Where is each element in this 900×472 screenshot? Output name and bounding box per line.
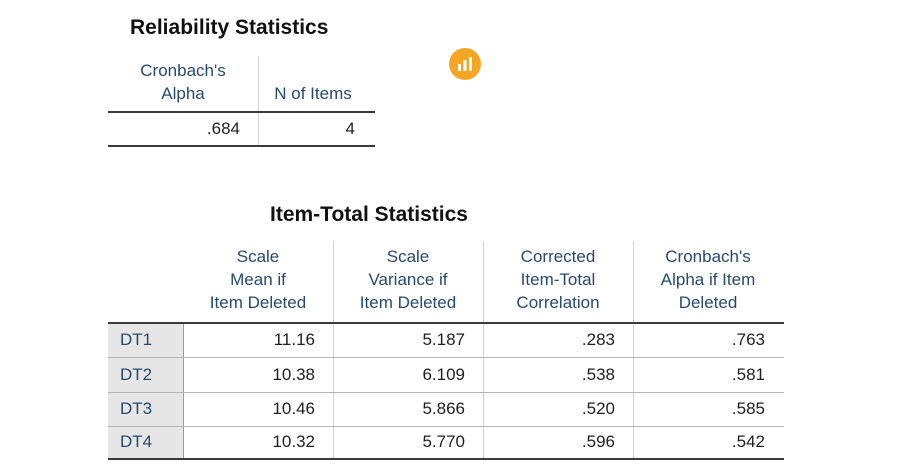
alpha-if-deleted-value: .585	[731, 399, 765, 418]
scale-mean-value: 10.32	[272, 432, 315, 451]
header-n-of-items: N of Items	[274, 84, 352, 103]
row-label: DT3	[120, 399, 153, 418]
divider	[108, 458, 784, 460]
scale-variance-value: 5.866	[422, 399, 465, 418]
header-scale-variance-if-item-deleted: Scale Variance if Item Deleted	[359, 247, 457, 312]
header-scale-mean-if-item-deleted: Scale Mean if Item Deleted	[209, 247, 307, 312]
header-cronbachs-alpha: Cronbach's Alpha	[140, 61, 226, 103]
item-total-correlation-value: .596	[581, 432, 615, 451]
header-corrected-item-total-correlation: Corrected Item-Total Correlation	[516, 247, 600, 312]
row-label: DT2	[120, 365, 153, 384]
scale-mean-value: 10.38	[272, 365, 315, 384]
item-total-correlation-value: .283	[581, 330, 615, 349]
alpha-if-deleted-value: .763	[731, 330, 765, 349]
scale-variance-value: 5.770	[422, 432, 465, 451]
scale-mean-value: 11.16	[273, 330, 315, 349]
bar-chart-icon	[458, 57, 472, 71]
row-label: DT1	[120, 330, 153, 349]
cronbachs-alpha-value: .684	[206, 119, 240, 138]
divider	[108, 145, 375, 147]
divider	[333, 241, 334, 459]
item-total-correlation-value: .520	[581, 399, 615, 418]
divider	[258, 56, 259, 146]
scale-variance-value: 5.187	[422, 330, 465, 349]
item-total-statistics-title: Item-Total Statistics	[270, 203, 468, 226]
item-total-correlation-value: .538	[581, 365, 615, 384]
n-of-items-value: 4	[345, 119, 355, 138]
divider	[633, 241, 634, 459]
divider	[183, 323, 184, 459]
scale-variance-value: 6.109	[422, 365, 465, 384]
row-stub-background	[108, 323, 183, 459]
alpha-if-deleted-value: .581	[731, 365, 765, 384]
row-label: DT4	[120, 432, 153, 451]
divider	[108, 322, 784, 324]
reliability-statistics-title: Reliability Statistics	[130, 16, 329, 39]
chart-badge-icon[interactable]	[449, 48, 481, 80]
divider	[108, 357, 784, 358]
divider	[483, 241, 484, 459]
divider	[108, 426, 784, 427]
divider	[108, 392, 784, 393]
divider	[108, 111, 375, 113]
scale-mean-value: 10.46	[272, 399, 315, 418]
alpha-if-deleted-value: .542	[731, 432, 765, 451]
header-cronbachs-alpha-if-item-deleted: Cronbach's Alpha if Item Deleted	[660, 247, 756, 312]
